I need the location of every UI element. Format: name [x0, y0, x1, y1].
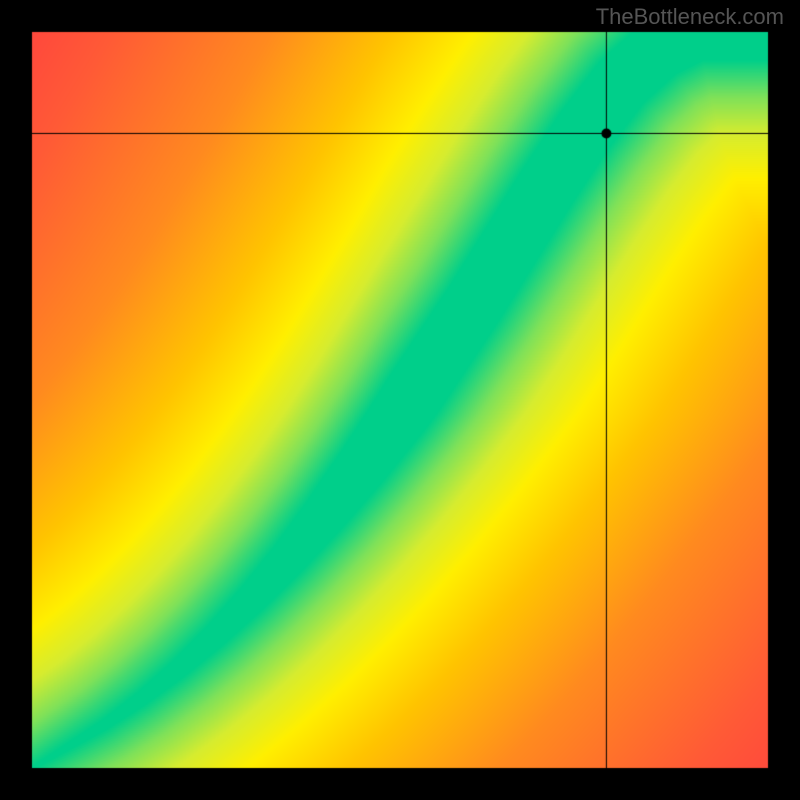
attribution-label: TheBottleneck.com [596, 4, 784, 30]
